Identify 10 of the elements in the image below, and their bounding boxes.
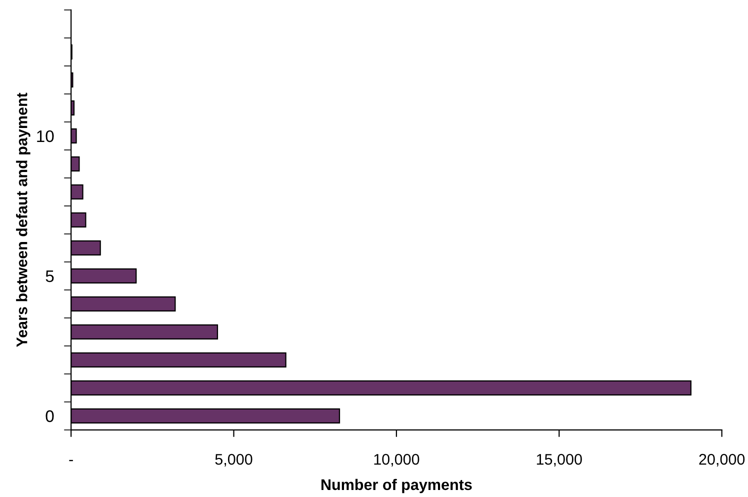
y-tick-label: 5 — [46, 270, 54, 282]
y-tick-label: 10 — [37, 130, 54, 142]
x-tick-label: 15,000 — [536, 454, 582, 467]
x-tick-label: - — [69, 460, 73, 462]
x-tick-label: 10,000 — [374, 454, 420, 467]
y-axis-title: Years between defaut and payment — [16, 92, 30, 348]
x-axis-title: Number of payments — [321, 478, 472, 494]
x-tick-label: 5,000 — [215, 454, 252, 467]
x-tick-label: 20,000 — [699, 454, 745, 467]
y-tick-label: 0 — [46, 410, 54, 422]
